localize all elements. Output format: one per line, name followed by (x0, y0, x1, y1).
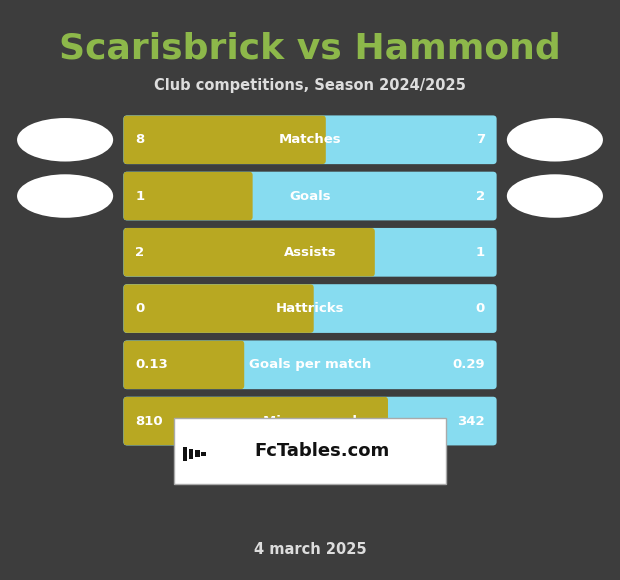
Text: Assists: Assists (284, 246, 336, 259)
FancyBboxPatch shape (123, 228, 375, 277)
Ellipse shape (17, 118, 113, 161)
FancyBboxPatch shape (123, 115, 326, 164)
Text: Goals: Goals (289, 190, 331, 202)
FancyBboxPatch shape (123, 115, 497, 164)
Text: 2: 2 (476, 190, 485, 202)
Text: 8: 8 (135, 133, 144, 146)
Text: 342: 342 (457, 415, 485, 427)
Text: FcTables.com: FcTables.com (255, 442, 390, 460)
Ellipse shape (507, 118, 603, 161)
FancyBboxPatch shape (123, 172, 497, 220)
Text: Scarisbrick vs Hammond: Scarisbrick vs Hammond (59, 32, 561, 66)
Text: 810: 810 (135, 415, 163, 427)
FancyBboxPatch shape (123, 172, 497, 220)
FancyBboxPatch shape (183, 447, 187, 461)
Text: 4 march 2025: 4 march 2025 (254, 542, 366, 557)
FancyBboxPatch shape (123, 115, 497, 164)
Text: Matches: Matches (278, 133, 342, 146)
Text: 0: 0 (135, 302, 144, 315)
Text: 0.13: 0.13 (135, 358, 168, 371)
FancyBboxPatch shape (174, 418, 446, 484)
Text: Club competitions, Season 2024/2025: Club competitions, Season 2024/2025 (154, 78, 466, 93)
Text: Goals per match: Goals per match (249, 358, 371, 371)
FancyBboxPatch shape (123, 228, 497, 277)
Ellipse shape (507, 174, 603, 218)
FancyBboxPatch shape (123, 340, 497, 389)
Text: Min per goal: Min per goal (263, 415, 357, 427)
FancyBboxPatch shape (123, 228, 497, 277)
FancyBboxPatch shape (123, 340, 244, 389)
FancyBboxPatch shape (123, 284, 497, 333)
FancyBboxPatch shape (123, 284, 314, 333)
Text: Hattricks: Hattricks (276, 302, 344, 315)
FancyBboxPatch shape (123, 397, 388, 445)
FancyBboxPatch shape (123, 340, 497, 389)
Text: 0.29: 0.29 (452, 358, 485, 371)
FancyBboxPatch shape (189, 449, 193, 459)
Text: 1: 1 (135, 190, 144, 202)
FancyBboxPatch shape (123, 284, 497, 333)
FancyBboxPatch shape (195, 450, 200, 457)
Text: 1: 1 (476, 246, 485, 259)
FancyBboxPatch shape (123, 397, 497, 445)
Text: 2: 2 (135, 246, 144, 259)
FancyBboxPatch shape (123, 397, 497, 445)
FancyBboxPatch shape (123, 172, 252, 220)
Text: 0: 0 (476, 302, 485, 315)
Ellipse shape (17, 174, 113, 218)
Text: 7: 7 (476, 133, 485, 146)
FancyBboxPatch shape (202, 451, 206, 456)
